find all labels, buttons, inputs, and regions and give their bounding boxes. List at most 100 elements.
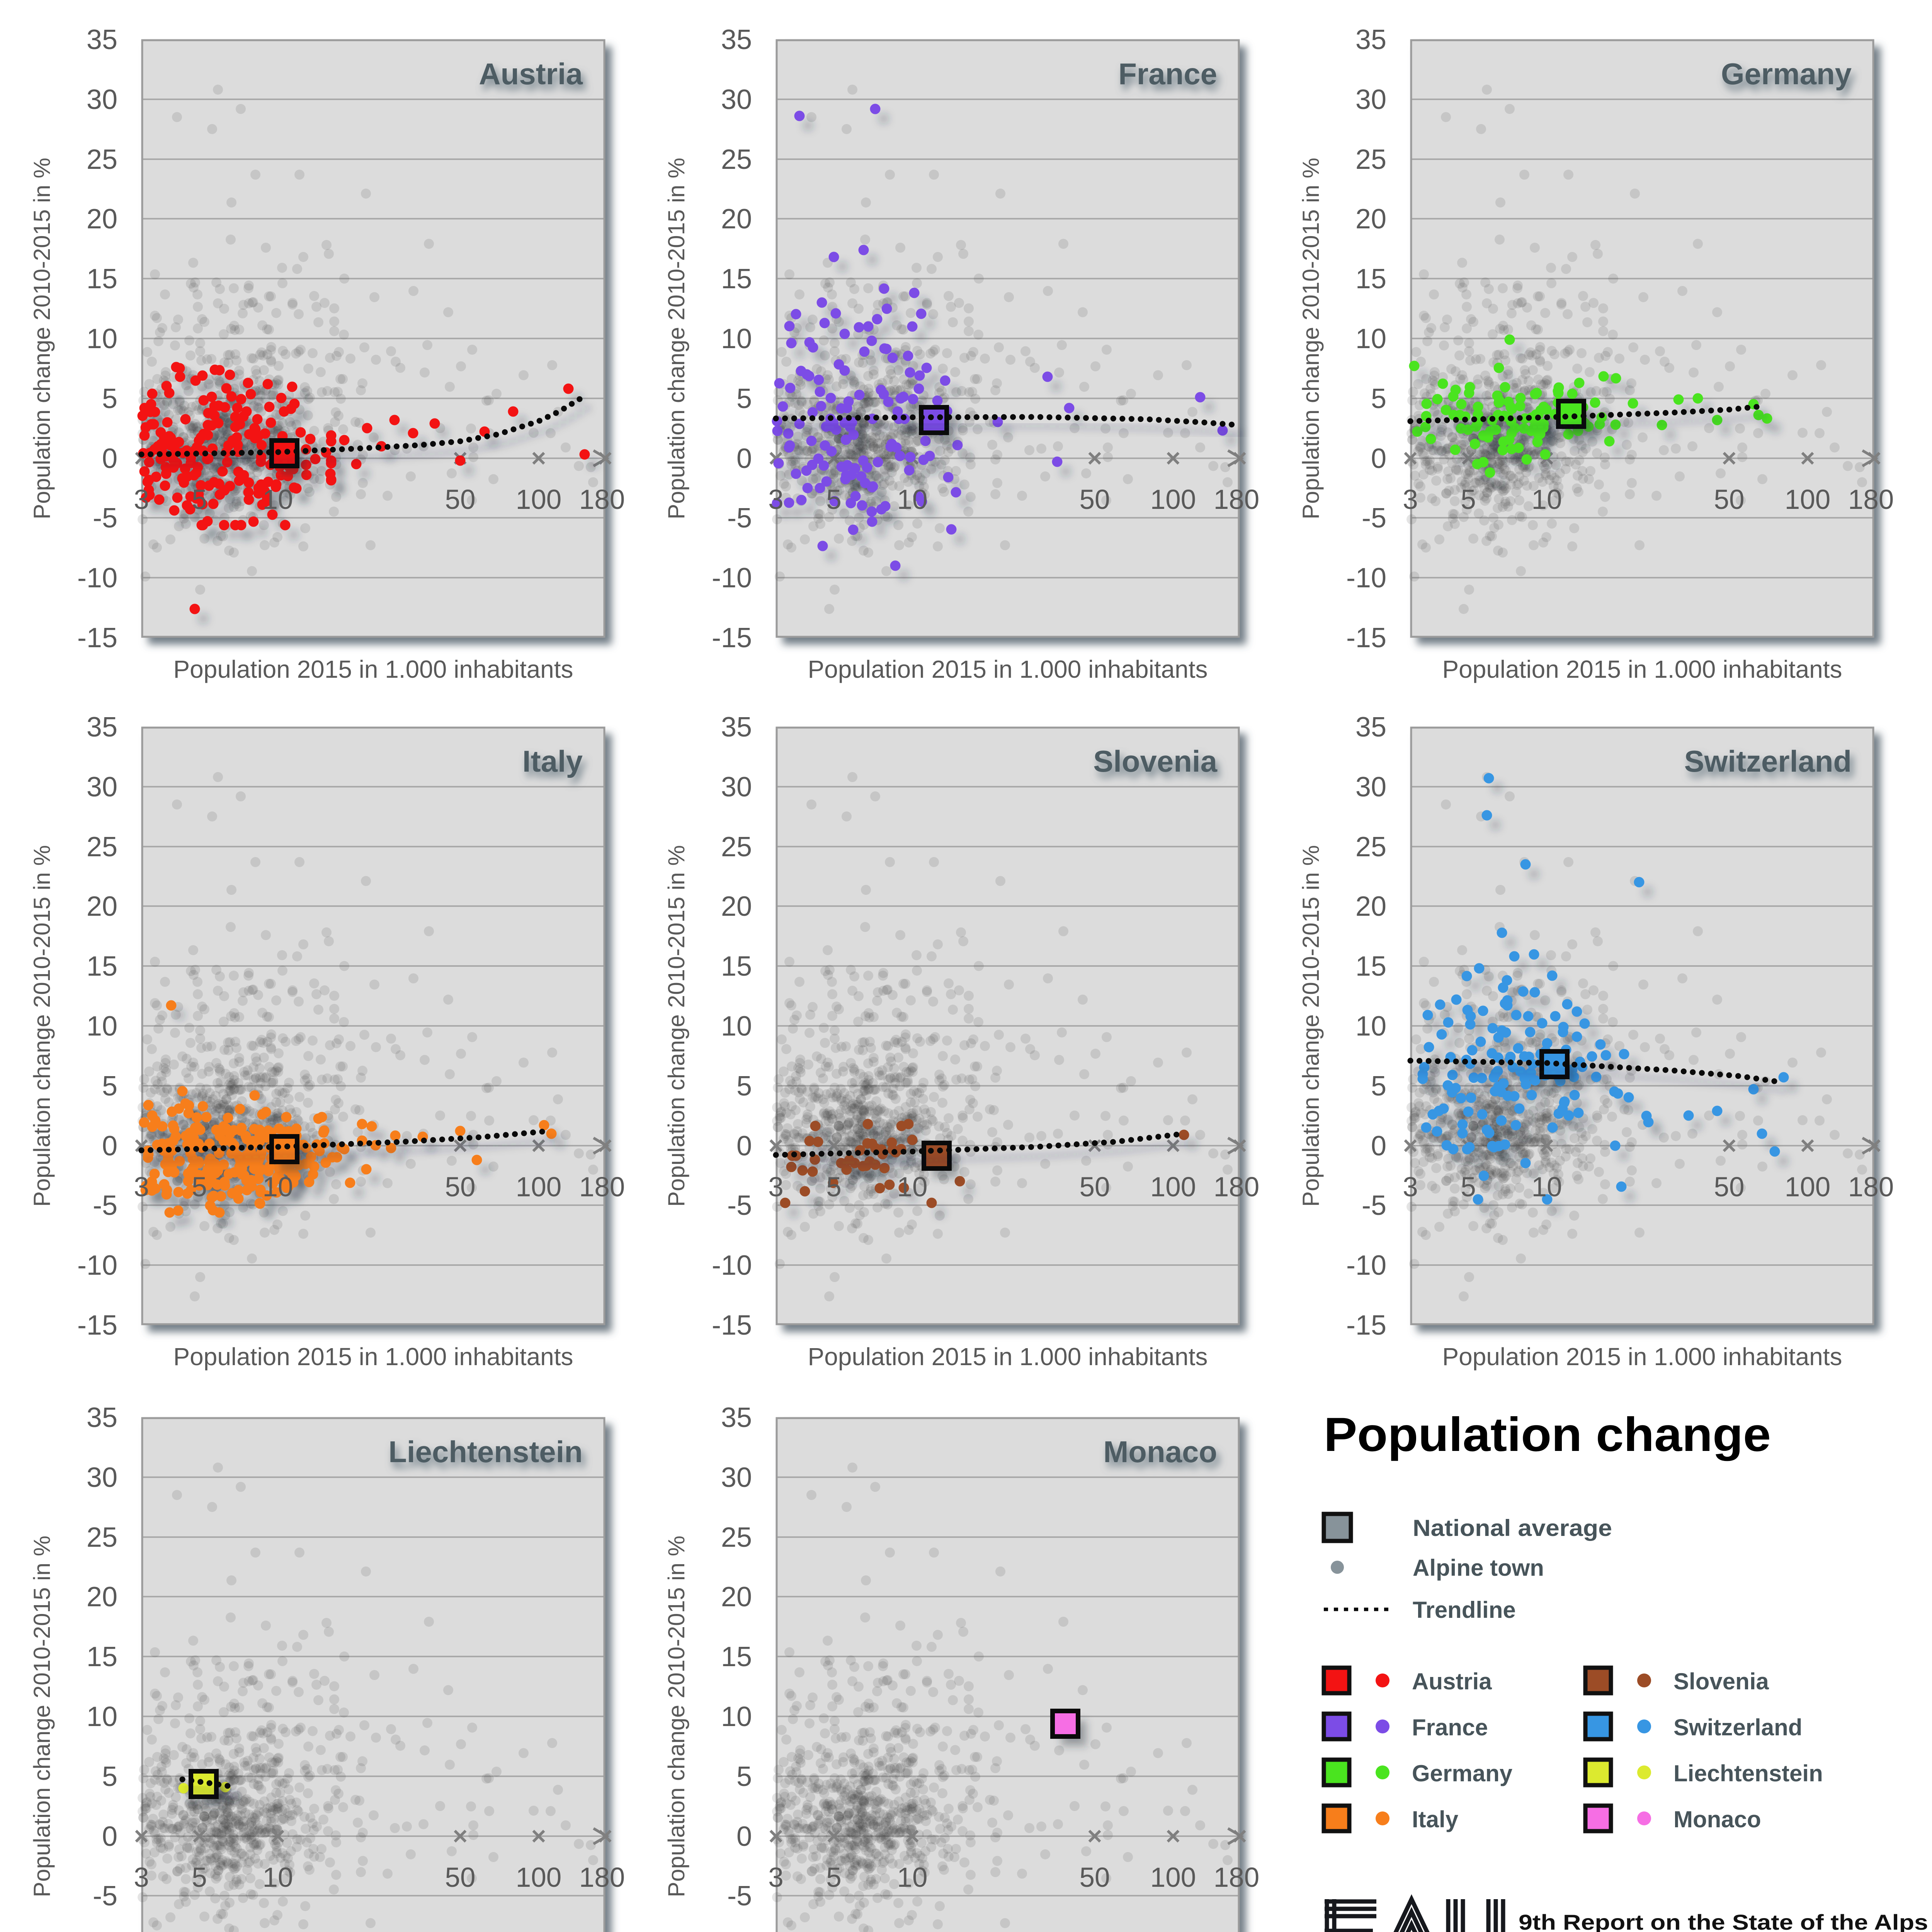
svg-text:-5: -5 <box>93 503 117 534</box>
svg-text:Liechtenstein: Liechtenstein <box>1673 1760 1823 1786</box>
svg-text:3: 3 <box>134 485 149 515</box>
svg-text:15: 15 <box>1355 264 1386 294</box>
svg-text:Slovenia: Slovenia <box>1673 1668 1769 1694</box>
svg-text:-5: -5 <box>93 1190 117 1221</box>
svg-text:50: 50 <box>1714 1172 1745 1202</box>
svg-text:Population 2015 in 1.000 inhab: Population 2015 in 1.000 inhabitants <box>1442 655 1842 683</box>
svg-text:Population change 2010-2015 in: Population change 2010-2015 in % <box>29 158 55 519</box>
svg-text:France: France <box>1412 1714 1488 1740</box>
svg-text:180: 180 <box>579 1172 625 1202</box>
svg-text:-15: -15 <box>77 1310 117 1341</box>
svg-text:50: 50 <box>445 485 476 515</box>
svg-text:5: 5 <box>1371 1071 1386 1102</box>
svg-text:3: 3 <box>134 1862 149 1893</box>
svg-text:France: France <box>1118 57 1217 91</box>
svg-text:10: 10 <box>897 1172 928 1202</box>
svg-text:35: 35 <box>87 1402 117 1433</box>
svg-text:20: 20 <box>721 1582 752 1612</box>
svg-text:15: 15 <box>1355 951 1386 982</box>
svg-text:3: 3 <box>1403 485 1418 515</box>
svg-text:10: 10 <box>721 1011 752 1042</box>
svg-text:0: 0 <box>102 443 117 474</box>
svg-text:Population change 2010-2015 in: Population change 2010-2015 in % <box>663 158 689 519</box>
svg-text:Population change: Population change <box>1324 1408 1771 1461</box>
svg-text:Population change 2010-2015 in: Population change 2010-2015 in % <box>663 1536 689 1897</box>
svg-text:Trendline: Trendline <box>1413 1597 1516 1623</box>
svg-text:15: 15 <box>87 1641 117 1672</box>
svg-text:Monaco: Monaco <box>1103 1435 1217 1469</box>
svg-text:10: 10 <box>87 323 117 354</box>
svg-text:5: 5 <box>102 383 117 414</box>
svg-text:-5: -5 <box>727 1190 752 1221</box>
svg-text:100: 100 <box>516 1172 561 1202</box>
svg-text:50: 50 <box>1080 1862 1110 1893</box>
svg-text:0: 0 <box>736 1131 752 1162</box>
svg-text:10: 10 <box>1532 1172 1562 1202</box>
svg-text:Population 2015 in 1.000 inhab: Population 2015 in 1.000 inhabitants <box>808 1343 1208 1371</box>
svg-text:15: 15 <box>87 264 117 294</box>
svg-text:100: 100 <box>1785 1172 1830 1202</box>
svg-text:Austria: Austria <box>479 57 583 91</box>
svg-text:-5: -5 <box>1362 1190 1386 1221</box>
svg-text:-10: -10 <box>77 563 117 594</box>
svg-text:0: 0 <box>736 1821 752 1852</box>
svg-text:5: 5 <box>102 1761 117 1792</box>
svg-text:25: 25 <box>1355 144 1386 175</box>
svg-text:100: 100 <box>516 485 561 515</box>
svg-text:35: 35 <box>87 712 117 743</box>
svg-text:3: 3 <box>1403 1172 1418 1202</box>
svg-text:-15: -15 <box>712 1310 752 1341</box>
svg-text:180: 180 <box>1848 1172 1894 1202</box>
svg-text:0: 0 <box>1371 1131 1386 1162</box>
svg-text:10: 10 <box>263 1862 293 1893</box>
svg-text:20: 20 <box>1355 891 1386 922</box>
svg-text:10: 10 <box>87 1011 117 1042</box>
svg-text:30: 30 <box>721 772 752 803</box>
svg-text:35: 35 <box>1355 712 1386 743</box>
svg-text:30: 30 <box>721 1462 752 1493</box>
svg-text:5: 5 <box>192 1172 207 1202</box>
svg-text:3: 3 <box>134 1172 149 1202</box>
svg-text:Population change 2010-2015 in: Population change 2010-2015 in % <box>29 1536 55 1897</box>
svg-text:30: 30 <box>1355 84 1386 115</box>
svg-text:Switzerland: Switzerland <box>1673 1714 1802 1740</box>
svg-text:10: 10 <box>721 1701 752 1732</box>
svg-text:35: 35 <box>1355 24 1386 55</box>
svg-text:25: 25 <box>721 1522 752 1553</box>
svg-text:5: 5 <box>1371 383 1386 414</box>
svg-text:Population 2015 in 1.000 inhab: Population 2015 in 1.000 inhabitants <box>1442 1343 1842 1371</box>
svg-text:National average: National average <box>1413 1515 1612 1541</box>
svg-text:-5: -5 <box>93 1881 117 1912</box>
svg-text:20: 20 <box>1355 204 1386 235</box>
svg-text:20: 20 <box>721 891 752 922</box>
svg-text:35: 35 <box>721 712 752 743</box>
svg-text:35: 35 <box>721 1402 752 1433</box>
svg-text:Population change 2010-2015 in: Population change 2010-2015 in % <box>1298 158 1324 519</box>
svg-text:5: 5 <box>192 485 207 515</box>
svg-text:10: 10 <box>897 1862 928 1893</box>
svg-text:Slovenia: Slovenia <box>1093 744 1217 778</box>
svg-text:-10: -10 <box>77 1250 117 1281</box>
svg-text:10: 10 <box>1355 323 1386 354</box>
svg-text:9th Report on the State of the: 9th Report on the State of the Alps <box>1519 1910 1928 1932</box>
svg-text:0: 0 <box>1371 443 1386 474</box>
svg-text:3: 3 <box>768 1862 784 1893</box>
svg-text:5: 5 <box>826 1172 842 1202</box>
svg-text:100: 100 <box>1785 485 1830 515</box>
svg-text:35: 35 <box>87 24 117 55</box>
svg-text:-10: -10 <box>1346 563 1386 594</box>
svg-text:-15: -15 <box>1346 1310 1386 1341</box>
svg-text:Italy: Italy <box>1412 1806 1459 1832</box>
svg-text:20: 20 <box>721 204 752 235</box>
svg-text:50: 50 <box>445 1172 476 1202</box>
svg-text:10: 10 <box>1532 485 1562 515</box>
svg-text:50: 50 <box>1080 485 1110 515</box>
svg-text:180: 180 <box>1214 485 1259 515</box>
svg-text:100: 100 <box>1150 1862 1196 1893</box>
svg-text:50: 50 <box>445 1862 476 1893</box>
svg-text:15: 15 <box>721 951 752 982</box>
svg-text:-15: -15 <box>712 622 752 653</box>
svg-text:30: 30 <box>87 772 117 803</box>
svg-text:100: 100 <box>1150 1172 1196 1202</box>
svg-text:50: 50 <box>1714 485 1745 515</box>
